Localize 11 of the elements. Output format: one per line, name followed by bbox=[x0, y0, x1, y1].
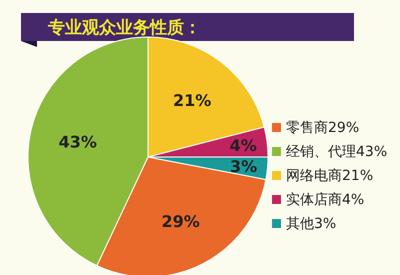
chart-title: 专业观众业务性质： bbox=[47, 18, 201, 38]
data-label: 29% bbox=[162, 212, 200, 232]
legend-label: 经销、代理43% bbox=[286, 144, 388, 160]
legend-label: 零售商29% bbox=[286, 120, 360, 136]
legend-label: 其他3% bbox=[286, 216, 336, 232]
data-label: 3% bbox=[230, 157, 258, 176]
legend-label: 网络电商21% bbox=[286, 168, 374, 184]
data-label: 43% bbox=[58, 132, 97, 152]
legend-label: 实体店商4% bbox=[286, 192, 364, 208]
data-label: 21% bbox=[172, 91, 212, 110]
data-label: 4% bbox=[230, 136, 257, 155]
